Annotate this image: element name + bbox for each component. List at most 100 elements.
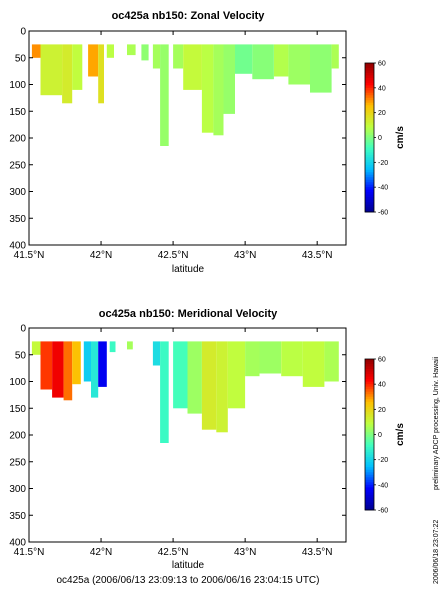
data-cell — [235, 44, 253, 74]
chart-title: oc425a nb150: Meridional Velocity — [99, 308, 278, 320]
colorbar-swatch — [365, 189, 374, 193]
colorbar-swatch — [365, 112, 374, 116]
colorbar-swatch — [365, 174, 374, 178]
data-cell — [173, 341, 188, 409]
colorbar-swatch — [365, 90, 374, 94]
colorbar-swatch — [365, 439, 374, 443]
x-tick-label: 41.5°N — [14, 250, 45, 261]
colorbar-swatch — [365, 376, 374, 380]
colorbar-swatch — [365, 431, 374, 435]
colorbar-swatch — [365, 386, 374, 390]
data-cell — [227, 341, 246, 409]
colorbar-swatch — [365, 102, 374, 106]
y-tick-label: 0 — [20, 324, 26, 335]
colorbar-swatch — [365, 442, 374, 445]
y-tick-label: 250 — [9, 160, 26, 171]
data-cell — [31, 44, 41, 58]
colorbar-tick-label: -40 — [378, 482, 388, 489]
colorbar-tick-label: -60 — [378, 210, 388, 217]
colorbar-swatch — [365, 489, 374, 493]
colorbar-tick-label: 60 — [378, 357, 386, 364]
colorbar-swatch — [365, 147, 374, 151]
data-cell — [83, 341, 91, 382]
colorbar-swatch — [365, 70, 374, 74]
colorbar-swatch — [365, 426, 374, 430]
data-cell — [223, 44, 235, 114]
colorbar-swatch — [365, 125, 374, 128]
colorbar-swatch — [365, 394, 374, 398]
zonal-velocity-panel: oc425a nb150: Zonal Velocity 0 50 100 150 20… — [9, 10, 406, 275]
colorbar-swatch — [365, 452, 374, 456]
x-tick-label: 42°N — [90, 547, 112, 558]
colorbar-swatch — [365, 139, 374, 143]
x-tick-label: 43.5°N — [302, 250, 333, 261]
data-cell — [88, 44, 99, 77]
data-cell — [160, 44, 169, 146]
data-cell — [183, 44, 202, 90]
colorbar-swatch — [365, 207, 374, 210]
y-tick-label: 50 — [15, 53, 27, 64]
chart-title: oc425a nb150: Zonal Velocity — [112, 10, 266, 22]
colorbar-swatch — [365, 411, 374, 415]
colorbar-swatch — [365, 389, 374, 393]
colorbar-swatch — [365, 507, 374, 511]
colorbar-swatch — [365, 504, 374, 508]
colorbar-swatch — [365, 449, 374, 453]
colorbar-swatch — [365, 401, 374, 405]
colorbar-swatch — [365, 63, 374, 66]
colorbar-swatch — [365, 474, 374, 478]
data-cell — [62, 44, 73, 104]
colorbar-swatch — [365, 479, 374, 483]
y-tick-label: 0 — [20, 27, 26, 38]
colorbar-swatch — [365, 120, 374, 123]
colorbar-tick-label: -20 — [378, 457, 388, 464]
colorbar-swatch — [365, 416, 374, 420]
colorbar-swatch — [365, 184, 374, 188]
data-cell — [201, 341, 217, 430]
colorbar-swatch — [365, 424, 374, 428]
data-cell — [324, 341, 339, 382]
colorbar-swatch — [365, 391, 374, 395]
colorbar-swatch — [365, 494, 374, 498]
colorbar-swatch — [365, 502, 374, 506]
colorbar-swatch — [365, 497, 374, 501]
colorbar-swatch — [365, 135, 374, 138]
colorbar-swatch — [365, 444, 374, 448]
colorbar-swatch — [365, 472, 374, 476]
colorbar-swatch — [365, 487, 374, 491]
y-tick-label: 400 — [9, 241, 26, 252]
colorbar-tick-label: 40 — [378, 382, 386, 389]
data-cell — [141, 44, 149, 61]
data-cell — [106, 44, 114, 58]
colorbar-swatch — [365, 202, 374, 205]
colorbar-swatch — [365, 464, 374, 468]
meridional-velocity-panel: oc425a nb150: Meridional Velocity 0 50 100… — [9, 308, 406, 571]
footer-time-range: oc425a (2006/06/13 23:09:13 to 2006/06/1… — [57, 575, 320, 586]
colorbar-swatch — [365, 419, 374, 423]
y-tick-label: 400 — [9, 538, 26, 549]
y-tick-label: 150 — [9, 107, 26, 118]
colorbar-swatch — [365, 371, 374, 375]
x-axis-label: latitude — [172, 560, 205, 571]
y-tick-label: 100 — [9, 80, 26, 91]
colorbar-swatch — [365, 192, 374, 196]
colorbar-swatch — [365, 159, 374, 163]
colorbar-swatch — [365, 199, 374, 203]
data-cell — [331, 44, 339, 69]
colorbar-tick-label: -20 — [378, 160, 388, 167]
colorbar-swatch — [365, 182, 374, 186]
side-processing-note: preliminary ADCP processing, Univ. Hawai… — [433, 356, 440, 490]
colorbar-swatch — [365, 105, 374, 109]
colorbar-swatch — [365, 154, 374, 158]
colorbar-swatch — [365, 144, 374, 148]
colorbar-swatch — [365, 67, 374, 71]
colorbar-swatch — [365, 459, 374, 463]
colorbar-swatch — [365, 484, 374, 488]
data-cell — [72, 341, 81, 385]
data-cell — [127, 341, 133, 350]
x-axis-label: latitude — [172, 264, 205, 275]
colorbar-swatch — [365, 499, 374, 503]
data-cell — [152, 44, 161, 69]
